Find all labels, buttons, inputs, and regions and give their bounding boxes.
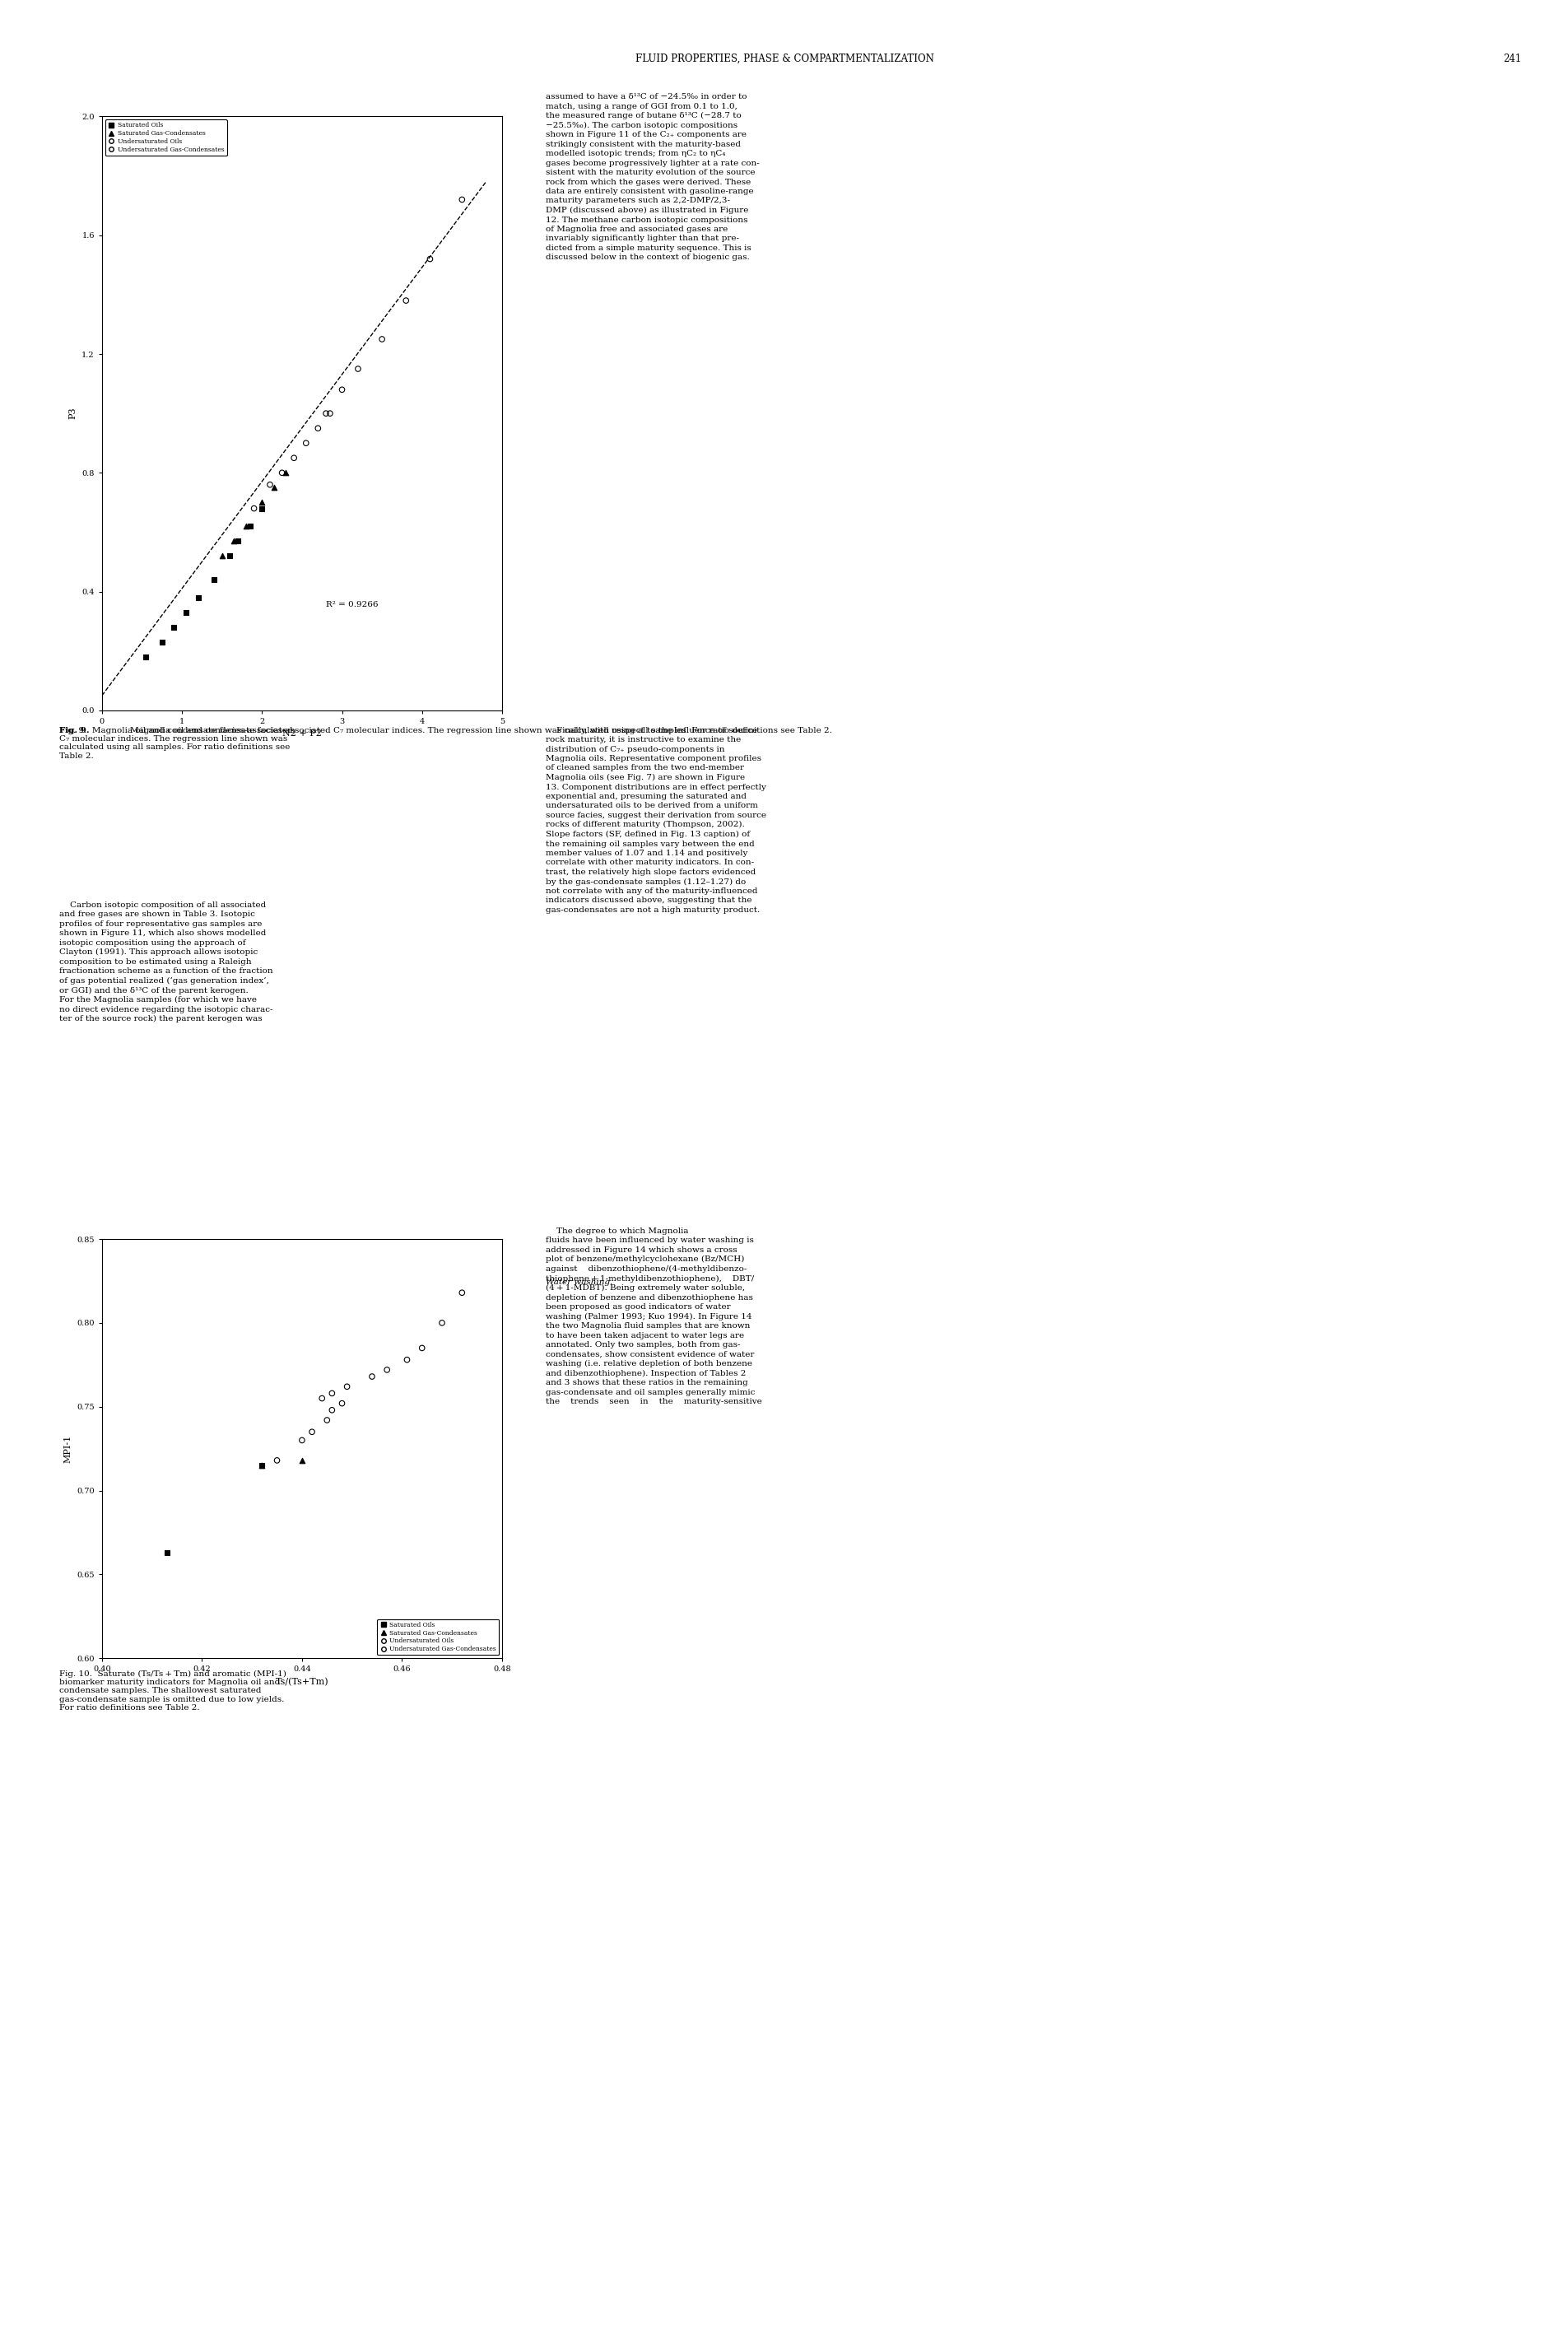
Text: Fig. 10.  Saturate (Ts/Ts + Tm) and aromatic (MPI-1)
biomarker maturity indicato: Fig. 10. Saturate (Ts/Ts + Tm) and aroma…	[60, 1670, 287, 1712]
Point	[329, 370, 354, 408]
Point	[209, 538, 235, 575]
Text: The degree to which Magnolia
fluids have been influenced by water washing is
add: The degree to which Magnolia fluids have…	[546, 1227, 762, 1404]
Point	[265, 1442, 290, 1479]
Point	[345, 349, 370, 387]
X-axis label: N2 + P2: N2 + P2	[282, 729, 321, 738]
Point	[174, 594, 199, 631]
Point	[329, 1386, 354, 1423]
Point	[394, 282, 419, 319]
Point	[201, 561, 226, 599]
Y-axis label: MPI-1: MPI-1	[64, 1435, 72, 1463]
Point	[334, 1367, 359, 1404]
Point	[306, 410, 331, 447]
Point	[273, 454, 298, 491]
Point	[317, 394, 342, 433]
Point	[241, 489, 267, 526]
Point	[226, 522, 251, 559]
Point	[270, 454, 295, 491]
Point	[417, 240, 442, 277]
Point	[262, 468, 287, 505]
Point	[185, 580, 210, 617]
Text: 241: 241	[1502, 54, 1521, 65]
Point	[314, 394, 339, 433]
Point	[320, 1374, 345, 1411]
Point	[430, 1304, 455, 1342]
Point	[249, 1446, 274, 1484]
Text: R² = 0.9266: R² = 0.9266	[326, 601, 378, 608]
Text: Fig. 9.  Magnolia oil and condensate facies-associated
C₇ molecular indices. The: Fig. 9. Magnolia oil and condensate faci…	[60, 727, 293, 759]
Point	[314, 1402, 339, 1439]
Text: assumed to have a δ¹³C of −24.5‰ in order to
match, using a range of GGI from 0.: assumed to have a δ¹³C of −24.5‰ in orde…	[546, 93, 759, 261]
Point	[281, 440, 306, 477]
X-axis label: Ts/(Ts+Tm): Ts/(Ts+Tm)	[276, 1677, 328, 1686]
Point	[289, 1442, 314, 1479]
Point	[309, 1379, 334, 1416]
Text: Finally, with respect to the influence of source
rock maturity, it is instructiv: Finally, with respect to the influence o…	[546, 727, 767, 913]
Point	[249, 489, 274, 526]
Text: Carbon isotopic composition of all associated
and free gases are shown in Table : Carbon isotopic composition of all assoc…	[60, 901, 273, 1022]
Y-axis label: P3: P3	[69, 408, 77, 419]
Point	[237, 508, 262, 545]
Point	[289, 1421, 314, 1458]
Point	[409, 1330, 434, 1367]
Point	[448, 1274, 474, 1311]
Legend: Saturated Oils, Saturated Gas-Condensates, Undersaturated Oils, Undersaturated G: Saturated Oils, Saturated Gas-Condensate…	[105, 119, 227, 156]
Point	[359, 1358, 384, 1395]
Point	[221, 522, 246, 559]
Point	[249, 1446, 274, 1484]
Point	[249, 484, 274, 522]
Point	[133, 638, 158, 675]
Text: Water washing.: Water washing.	[546, 1279, 613, 1286]
Point	[234, 508, 259, 545]
Point	[299, 1414, 325, 1451]
Point	[257, 466, 282, 503]
Point	[218, 538, 243, 575]
Point	[320, 1390, 345, 1428]
Legend: Saturated Oils, Saturated Gas-Condensates, Undersaturated Oils, Undersaturated G: Saturated Oils, Saturated Gas-Condensate…	[376, 1619, 499, 1656]
Point	[149, 624, 174, 661]
Point	[370, 321, 395, 359]
Point	[154, 1535, 179, 1572]
Point	[162, 608, 187, 645]
Point	[375, 1351, 400, 1388]
Point	[394, 1342, 419, 1379]
Text: Magnolia oil and condensate facies-associated C₇ molecular indices. The regressi: Magnolia oil and condensate facies-assoc…	[130, 727, 831, 734]
Text: Fig. 9.: Fig. 9.	[60, 727, 89, 734]
Point	[450, 182, 475, 219]
Text: FLUID PROPERTIES, PHASE & COMPARTMENTALIZATION: FLUID PROPERTIES, PHASE & COMPARTMENTALI…	[635, 54, 933, 65]
Point	[293, 424, 318, 461]
